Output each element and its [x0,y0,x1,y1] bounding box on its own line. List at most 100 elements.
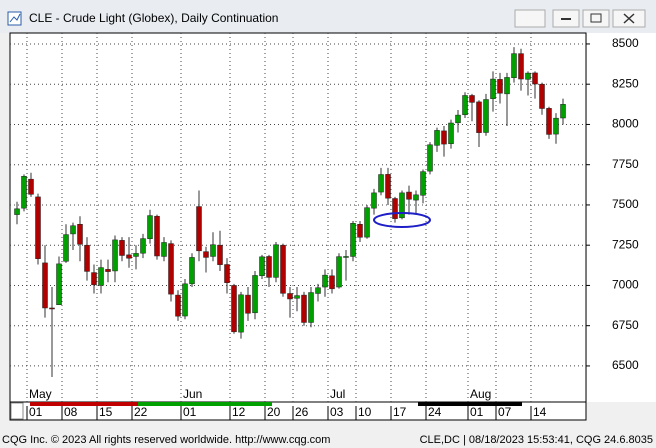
candle-body [455,114,461,124]
candle-body [364,207,370,238]
candle-body [189,257,195,285]
candle-body [525,72,531,80]
candle-body [273,244,279,278]
candle-body [217,244,223,265]
candle-body [259,256,265,277]
candle-body [497,79,503,94]
candle-body [98,267,104,286]
candle-body [420,171,426,196]
x-tick-label: 17 [393,405,407,419]
candle-body [504,77,510,95]
copyright: CQG Inc. © 2023 All rights reserved worl… [2,434,330,446]
x-tick-label: 01 [29,405,43,419]
candle-body [21,176,27,209]
y-tick-label: 7500 [612,197,639,211]
x-tick-label: 14 [533,405,547,419]
candle-body [126,254,132,259]
candle-body [140,238,146,254]
candle-body [434,130,440,146]
candle-body [308,292,314,323]
month-label: Aug [470,387,491,401]
plot: 6500 6750 7000 7250 7500 7750 8000 8250 8500 01 08… [10,33,639,420]
candle-body [112,239,118,272]
month-label: Jul [330,387,345,401]
candle-body [476,101,482,133]
candle-body [84,244,90,272]
maximize-button[interactable] [582,9,610,28]
y-tick-label: 7250 [612,237,639,251]
candle-body [28,178,34,195]
candle-body [399,192,405,219]
date-axis-area [9,401,587,421]
month-label: May [29,387,52,401]
x-tick-label: 22 [134,405,148,419]
candle-body [413,194,419,201]
scroll-box[interactable] [10,402,24,420]
candle-body [182,283,188,317]
candle-body [175,294,181,317]
y-tick-label: 8000 [612,117,639,131]
link-button[interactable] [514,9,546,28]
candle-body [42,262,48,309]
candle-body [70,225,76,235]
candle-body [350,223,356,257]
candle-body [329,275,335,290]
candle-body [91,272,97,286]
status: CLE,DC | 08/18/2023 15:53:41, CQG 24.6.8… [420,434,653,446]
candle-body [119,240,125,256]
candle-body [196,206,202,252]
title-bar [0,0,656,33]
candle-body [301,294,307,323]
candle-body [511,53,517,79]
y-tick-label: 8500 [612,36,639,50]
x-tick-label: 01 [470,405,484,419]
y-tick-label: 6500 [612,358,639,372]
candle-body [154,215,160,257]
candle-body [406,191,412,200]
candle-body [532,72,538,85]
candle-body [133,253,139,257]
candle-body [371,192,377,209]
x-tick-label: 08 [64,405,78,419]
close-glyph [623,13,635,24]
candle-body [483,99,489,133]
candle-body [427,144,433,172]
candle-body [56,263,62,306]
candle-body [280,244,286,294]
candle-body [287,293,293,300]
x-tick-label: 26 [295,405,309,419]
candle-body [231,285,237,333]
candle-body [252,275,258,314]
app-icon [7,11,22,26]
candle-body [448,122,454,145]
candle-body [441,130,447,145]
y-tick-label: 8250 [612,76,639,90]
candle-body [343,256,349,258]
y-tick-label: 6750 [612,318,639,332]
candle-body [469,95,475,103]
chart-title: CLE - Crude Light (Globex), Daily Contin… [29,11,278,25]
candle-body [378,174,384,193]
price-axis-area [587,33,656,402]
x-tick-label: 01 [183,405,197,419]
period-band [418,402,522,406]
candle-body [63,234,69,262]
x-tick-label: 15 [99,405,113,419]
x-tick-label: 10 [358,405,372,419]
candle-body [336,256,342,288]
x-tick-label: 12 [232,405,246,419]
period-band [30,402,138,406]
y-tick-label: 7750 [612,157,639,171]
maximize-glyph [590,13,602,23]
candle-body [105,269,111,272]
candle-body [546,108,552,135]
candle-body [553,117,559,135]
candle-body [385,174,391,199]
candle-body [77,224,83,245]
candle-body [490,78,496,99]
candle-body [539,83,545,109]
candle-body [14,208,20,215]
highlight-ellipse [373,212,431,228]
candle-body [238,294,244,333]
